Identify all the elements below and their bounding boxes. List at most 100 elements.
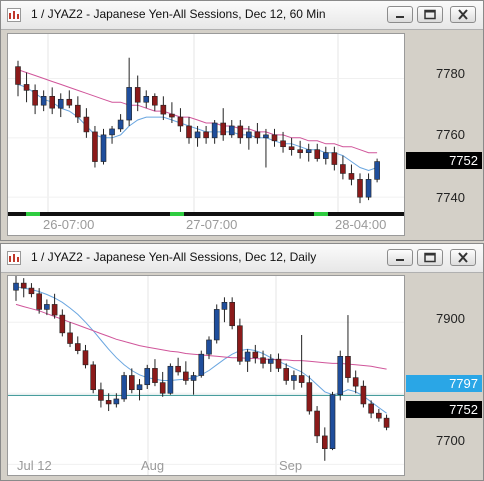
close-button[interactable]: [450, 6, 476, 23]
candle-body: [92, 131, 98, 162]
title-bar[interactable]: 1 / JYAZ2 - Japanese Yen-All Sessions, D…: [1, 244, 483, 273]
candle-body: [167, 365, 174, 394]
candle-body: [143, 95, 150, 103]
candle-body: [314, 149, 321, 159]
candle-body: [252, 351, 259, 359]
candle-body: [159, 382, 166, 394]
candle-body: [360, 385, 367, 405]
candle-body: [126, 87, 132, 121]
candle-body: [57, 98, 64, 109]
candle-body: [298, 375, 305, 383]
candle-body: [183, 371, 189, 381]
chart-window-60min: 1 / JYAZ2 - Japanese Yen-All Sessions, D…: [0, 0, 484, 241]
candle-body: [98, 389, 104, 401]
minimize-icon: [396, 259, 404, 261]
candle-body: [374, 161, 380, 180]
candle-body: [383, 417, 390, 428]
candle-body: [228, 125, 235, 136]
restore-button[interactable]: [417, 6, 443, 23]
candle-body: [322, 152, 329, 159]
candle-body: [198, 353, 205, 376]
candle-body: [306, 382, 313, 412]
candle-body: [152, 368, 158, 383]
y-tick: 7740: [436, 190, 465, 205]
chart-canvas-daily[interactable]: [8, 276, 404, 475]
candle-body: [40, 95, 47, 106]
candle-body: [23, 84, 30, 91]
session-marker: [26, 212, 40, 216]
candle-body: [13, 282, 19, 291]
candle-body: [186, 125, 192, 139]
price-chart-daily[interactable]: [7, 275, 405, 476]
candle-body: [260, 357, 266, 364]
candle-body: [365, 179, 372, 198]
window-title: 1 / JYAZ2 - Japanese Yen-All Sessions, D…: [31, 7, 326, 21]
candle-body: [220, 122, 226, 136]
candle-body: [291, 375, 297, 381]
candle-body: [82, 350, 89, 366]
candle-body: [275, 358, 282, 369]
price-scale-daily[interactable]: 7900 7800 7700 7797 7752: [406, 275, 482, 476]
candle-body: [51, 304, 58, 316]
ma-slow-line: [17, 69, 378, 154]
y-tick: 7900: [436, 311, 465, 326]
x-axis-label: 28-04:00: [335, 217, 387, 232]
candle-body: [271, 134, 278, 142]
price-scale-60min[interactable]: 7780 7760 7740 7752: [406, 33, 482, 236]
candle-body: [83, 116, 90, 133]
title-bar[interactable]: 1 / JYAZ2 - Japanese Yen-All Sessions, D…: [1, 1, 483, 30]
x-axis-label: 26-07:00: [43, 217, 95, 232]
candle-body: [314, 410, 320, 437]
candle-body: [109, 128, 115, 136]
candle-body: [237, 125, 244, 139]
candle-body: [337, 356, 344, 395]
minimize-button[interactable]: [387, 249, 413, 266]
candle-body: [175, 365, 181, 373]
candle-body: [244, 351, 251, 362]
candle-body: [113, 398, 120, 405]
candle-body: [75, 104, 81, 118]
ma-fast-line: [15, 286, 387, 414]
minimize-icon: [396, 16, 404, 18]
x-axis-label: Aug: [141, 458, 165, 473]
candle-body: [283, 368, 290, 381]
candle-body: [20, 282, 27, 289]
chart-canvas-60min[interactable]: [8, 34, 404, 235]
candle-body: [36, 293, 42, 310]
candle-body: [211, 122, 218, 139]
candle-body: [190, 375, 197, 381]
candle-body: [74, 343, 81, 351]
candle-body: [134, 87, 141, 103]
candle-body: [213, 309, 220, 341]
candle-body: [288, 146, 295, 150]
candle-body: [329, 394, 336, 450]
close-button[interactable]: [450, 249, 476, 266]
candle-body: [305, 149, 312, 153]
candle-body: [66, 98, 73, 106]
x-axis-label: 27-07:00: [186, 217, 238, 232]
candle-body: [331, 152, 338, 165]
candle-body: [67, 332, 73, 344]
restore-button[interactable]: [417, 249, 443, 266]
minimize-button[interactable]: [387, 6, 413, 23]
price-chart-60min[interactable]: [7, 33, 405, 236]
restore-icon: [424, 9, 436, 20]
candle-body: [357, 179, 363, 198]
session-marker: [170, 212, 184, 216]
candle-body: [28, 287, 35, 295]
candle-body: [221, 301, 228, 310]
chart-app-icon: [7, 8, 21, 22]
candle-body: [105, 400, 112, 405]
candle-body: [263, 134, 269, 139]
candle-body: [206, 339, 212, 355]
candle-body: [194, 131, 201, 139]
candle-body: [246, 131, 252, 139]
y-tick: 7700: [436, 433, 465, 448]
candle-body: [49, 95, 56, 109]
candle-body: [345, 356, 351, 378]
session-bar: [8, 212, 404, 216]
candle-body: [203, 131, 209, 139]
x-axis-label: Sep: [279, 458, 303, 473]
restore-icon: [424, 252, 436, 263]
chart-window-daily: 1 / JYAZ2 - Japanese Yen-All Sessions, D…: [0, 243, 484, 481]
